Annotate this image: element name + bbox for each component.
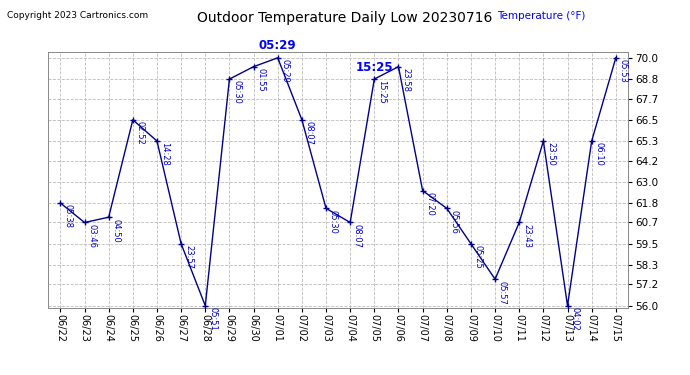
Text: 15:25: 15:25 <box>355 60 393 74</box>
Text: 23:50: 23:50 <box>546 142 555 166</box>
Text: 04:02: 04:02 <box>571 307 580 331</box>
Text: 05:30: 05:30 <box>329 210 338 234</box>
Text: 23:57: 23:57 <box>184 245 193 269</box>
Text: 07:20: 07:20 <box>426 192 435 216</box>
Text: 05:38: 05:38 <box>63 204 72 228</box>
Text: 23:58: 23:58 <box>402 68 411 92</box>
Text: 03:46: 03:46 <box>88 224 97 248</box>
Text: 05:56: 05:56 <box>450 210 459 234</box>
Text: 23:43: 23:43 <box>522 224 531 248</box>
Text: 04:50: 04:50 <box>112 219 121 242</box>
Text: 05:25: 05:25 <box>474 245 483 269</box>
Text: 05:53: 05:53 <box>619 59 628 83</box>
Text: 06:10: 06:10 <box>595 142 604 166</box>
Text: Copyright 2023 Cartronics.com: Copyright 2023 Cartronics.com <box>7 11 148 20</box>
Text: 02:52: 02:52 <box>136 121 145 145</box>
Text: 01:55: 01:55 <box>257 68 266 92</box>
Text: 15:25: 15:25 <box>377 81 386 104</box>
Text: 05:29: 05:29 <box>259 39 297 52</box>
Text: Temperature (°F): Temperature (°F) <box>497 11 585 21</box>
Text: 14:28: 14:28 <box>160 142 169 166</box>
Text: 05:57: 05:57 <box>498 280 507 304</box>
Text: 05:51: 05:51 <box>208 307 217 331</box>
Text: 08:07: 08:07 <box>305 121 314 145</box>
Text: Outdoor Temperature Daily Low 20230716: Outdoor Temperature Daily Low 20230716 <box>197 11 493 25</box>
Text: 05:30: 05:30 <box>233 81 241 104</box>
Text: 05:29: 05:29 <box>281 59 290 83</box>
Text: 08:07: 08:07 <box>353 224 362 248</box>
